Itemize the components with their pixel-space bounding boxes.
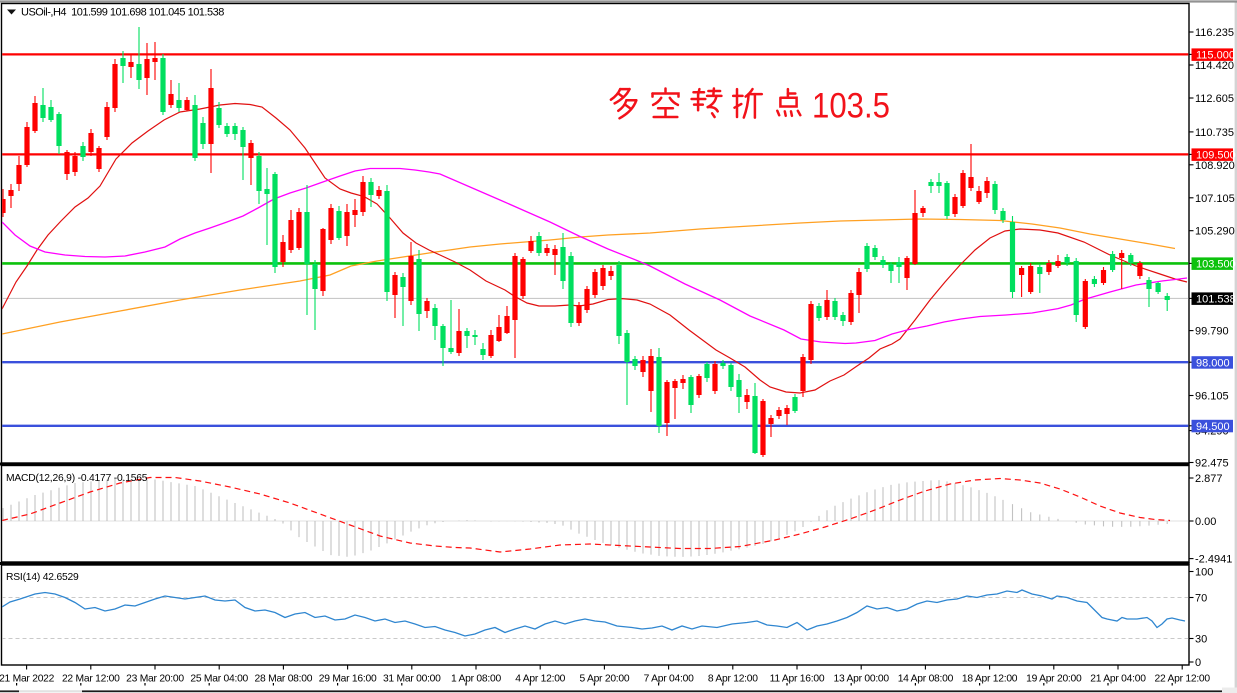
svg-text:USOil-,H4 101.599 101.698 101: USOil-,H4 101.599 101.698 101.045 101.53… (21, 7, 224, 19)
svg-text:13 Apr 00:00: 13 Apr 00:00 (833, 674, 889, 685)
svg-text:28 Mar 08:00: 28 Mar 08:00 (255, 674, 313, 685)
svg-text:29 Mar 16:00: 29 Mar 16:00 (319, 674, 377, 685)
svg-text:108.920: 108.920 (1195, 160, 1235, 172)
svg-text:22 Mar 12:00: 22 Mar 12:00 (62, 674, 120, 685)
svg-text:18 Apr 12:00: 18 Apr 12:00 (962, 674, 1018, 685)
svg-text:0: 0 (1195, 657, 1201, 669)
svg-text:25 Mar 04:00: 25 Mar 04:00 (190, 674, 248, 685)
svg-text:70: 70 (1195, 593, 1207, 605)
svg-text:21 Mar 2022: 21 Mar 2022 (0, 674, 55, 685)
svg-text:99.790: 99.790 (1195, 326, 1229, 338)
svg-text:2.877: 2.877 (1195, 473, 1223, 485)
svg-text:103.500: 103.500 (1196, 259, 1236, 271)
svg-text:14 Apr 08:00: 14 Apr 08:00 (898, 674, 954, 685)
svg-text:31 Mar 00:00: 31 Mar 00:00 (383, 674, 441, 685)
svg-text:101.538: 101.538 (1196, 294, 1236, 306)
svg-text:98.000: 98.000 (1196, 357, 1230, 369)
svg-text:11 Apr 16:00: 11 Apr 16:00 (770, 674, 825, 685)
svg-text:7 Apr 04:00: 7 Apr 04:00 (644, 674, 694, 685)
svg-text:8 Apr 12:00: 8 Apr 12:00 (708, 674, 758, 685)
svg-text:115.000: 115.000 (1196, 50, 1235, 62)
svg-text:94.500: 94.500 (1196, 421, 1230, 433)
svg-text:19 Apr 20:00: 19 Apr 20:00 (1026, 674, 1082, 685)
svg-text:30: 30 (1195, 634, 1207, 646)
svg-text:22 Apr 12:00: 22 Apr 12:00 (1154, 674, 1210, 685)
svg-text:100: 100 (1195, 567, 1213, 579)
svg-text:110.735: 110.735 (1195, 127, 1234, 139)
svg-text:114.420: 114.420 (1195, 60, 1234, 72)
svg-text:21 Apr 04:00: 21 Apr 04:00 (1090, 674, 1146, 685)
svg-text:5 Apr 20:00: 5 Apr 20:00 (579, 674, 629, 685)
svg-text:-2.4941: -2.4941 (1195, 554, 1232, 566)
svg-text:0.00: 0.00 (1195, 516, 1216, 528)
svg-text:MACD(12,26,9) -0.4177 -0.1565: MACD(12,26,9) -0.4177 -0.1565 (6, 473, 148, 484)
svg-text:107.105: 107.105 (1195, 193, 1235, 205)
svg-text:96.105: 96.105 (1195, 391, 1229, 403)
svg-text:116.235: 116.235 (1195, 27, 1234, 39)
svg-text:109.500: 109.500 (1196, 150, 1236, 162)
svg-text:112.605: 112.605 (1195, 93, 1234, 105)
svg-text:RSI(14) 42.6529: RSI(14) 42.6529 (6, 572, 79, 583)
svg-text:1 Apr 08:00: 1 Apr 08:00 (451, 674, 501, 685)
svg-text:4 Apr 12:00: 4 Apr 12:00 (515, 674, 565, 685)
svg-text:105.290: 105.290 (1195, 226, 1235, 238)
svg-text:92.475: 92.475 (1195, 458, 1229, 470)
svg-text:23 Mar 20:00: 23 Mar 20:00 (126, 674, 184, 685)
svg-text:103.5: 103.5 (812, 87, 890, 126)
